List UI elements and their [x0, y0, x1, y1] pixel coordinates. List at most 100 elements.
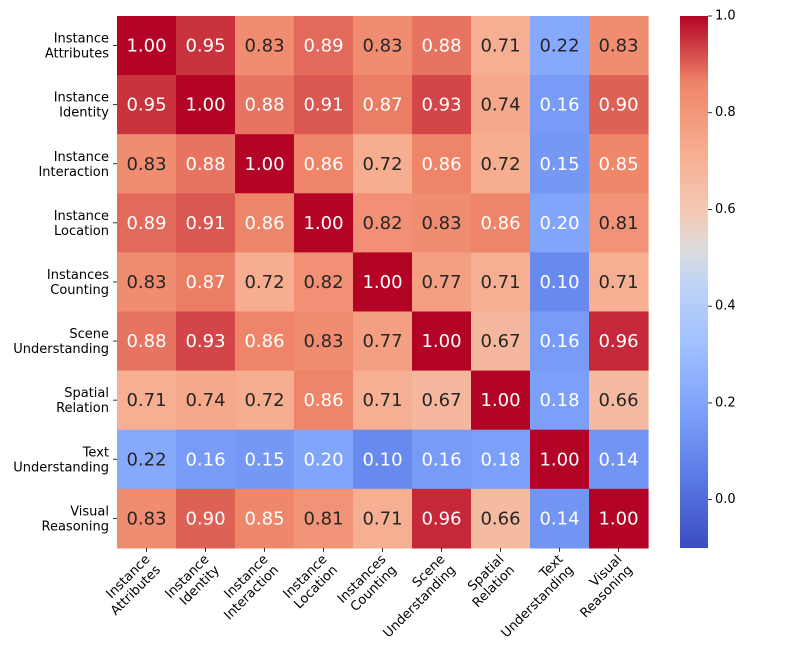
cell-value-label: 0.88 — [185, 154, 225, 175]
cell-value-label: 0.71 — [362, 508, 402, 529]
x-tick-label: VisualReasoning — [567, 552, 636, 621]
cell-value-label: 0.91 — [185, 213, 225, 234]
colorbar-tick-label: 0.0 — [715, 492, 736, 507]
heatmap-cell — [176, 252, 236, 313]
cell-value-label: 0.83 — [303, 331, 343, 352]
cell-value-label: 0.15 — [244, 449, 284, 470]
heatmap-cell — [589, 193, 649, 253]
cell-value-label: 0.18 — [480, 449, 520, 470]
y-tick-label: Instance Attributes — [45, 32, 109, 62]
cell-value-label: 0.90 — [185, 508, 225, 529]
heatmap-cell — [294, 252, 354, 313]
heatmap-cell — [471, 311, 531, 372]
heatmap-cell — [589, 429, 649, 490]
cell-value-label: 0.72 — [244, 272, 284, 293]
cell-value-label: 0.10 — [539, 272, 579, 293]
heatmap-cell — [294, 370, 354, 431]
cell-value-label: 0.74 — [185, 390, 225, 411]
cell-value-label: 0.86 — [480, 213, 520, 234]
cell-value-label: 0.77 — [362, 331, 402, 352]
heatmap-cell — [176, 429, 236, 490]
heatmap-cell — [294, 134, 354, 194]
heatmap-cell — [471, 488, 531, 549]
heatmap-cell — [471, 370, 531, 431]
heatmap-cell — [294, 429, 354, 490]
cell-value-label: 0.96 — [598, 331, 638, 352]
heatmap-cell — [235, 488, 295, 549]
cell-value-label: 1.00 — [362, 272, 402, 293]
colorbar: 0.0 0.2 0.4 0.6 0.8 1.0 — [680, 9, 736, 548]
heatmap-cell — [294, 193, 354, 253]
heatmap-cell — [117, 193, 177, 253]
cell-value-label: 0.83 — [362, 36, 402, 57]
cell-value-label: 0.74 — [480, 95, 520, 116]
x-tick-label: InstanceLocation — [281, 552, 341, 612]
cell-value-label: 0.86 — [244, 331, 284, 352]
cell-value-label: 0.95 — [126, 95, 166, 116]
heatmap-cell — [117, 370, 177, 431]
cell-value-label: 0.20 — [539, 213, 579, 234]
heatmap-cell — [176, 134, 236, 194]
heatmap-cell — [471, 75, 531, 135]
cell-value-label: 1.00 — [303, 213, 343, 234]
y-axis-labels: Instance Attributes Instance Identity Instan… — [13, 32, 117, 534]
heatmap-cell — [353, 429, 413, 490]
heatmap-cell — [176, 193, 236, 253]
heatmap-cell — [530, 311, 590, 372]
heatmap-cell — [412, 429, 472, 490]
heatmap-cell — [530, 252, 590, 313]
cell-value-label: 1.00 — [421, 331, 461, 352]
cell-value-label: 0.86 — [421, 154, 461, 175]
cell-value-label: 1.00 — [480, 390, 520, 411]
heatmap-cell — [471, 16, 531, 76]
heatmap-cell — [589, 16, 649, 76]
heatmap-cell — [294, 311, 354, 372]
cell-value-label: 0.83 — [126, 154, 166, 175]
cell-value-label: 0.82 — [303, 272, 343, 293]
heatmap-cell — [353, 193, 413, 253]
cell-value-label: 0.88 — [126, 331, 166, 352]
cell-value-label: 0.71 — [598, 272, 638, 293]
cell-value-label: 0.71 — [480, 36, 520, 57]
cell-value-label: 0.77 — [421, 272, 461, 293]
cell-value-label: 0.87 — [362, 95, 402, 116]
cell-value-label: 0.88 — [244, 95, 284, 116]
heatmap-cell — [294, 488, 354, 549]
cell-value-label: 0.16 — [421, 449, 461, 470]
x-tick-label: InstanceInteraction — [211, 552, 282, 623]
cell-value-label: 0.66 — [598, 390, 638, 411]
cell-value-label: 0.89 — [303, 36, 343, 57]
cell-value-label: 0.88 — [421, 36, 461, 57]
heatmap-cell — [471, 193, 531, 253]
cell-value-label: 0.16 — [539, 331, 579, 352]
cell-value-label: 0.95 — [185, 36, 225, 57]
heatmap-cell — [353, 75, 413, 135]
heatmap-cell — [235, 193, 295, 253]
heatmap-cell — [117, 252, 177, 313]
cell-value-label: 0.96 — [421, 508, 461, 529]
cell-value-label: 1.00 — [244, 154, 284, 175]
heatmap-cell — [117, 429, 177, 490]
colorbar-tick-label: 1.0 — [715, 9, 736, 24]
heatmap-cell — [471, 134, 531, 194]
cell-value-label: 0.93 — [421, 95, 461, 116]
colorbar-tick-label: 0.8 — [715, 105, 736, 120]
cell-value-label: 0.16 — [185, 449, 225, 470]
heatmap-cell — [294, 16, 354, 76]
heatmap-cell — [589, 370, 649, 431]
colorbar-tick-label: 0.4 — [715, 299, 736, 314]
heatmap-cell — [235, 16, 295, 76]
cell-value-label: 0.71 — [480, 272, 520, 293]
cell-value-label: 0.66 — [480, 508, 520, 529]
cell-value-label: 0.81 — [598, 213, 638, 234]
cell-value-label: 0.72 — [244, 390, 284, 411]
heatmap-cell — [176, 370, 236, 431]
cell-value-label: 0.86 — [244, 213, 284, 234]
cell-value-label: 1.00 — [185, 95, 225, 116]
heatmap-cell — [176, 16, 236, 76]
heatmap-cells: 1.00 0.95 0.83 0.89 0.83 0.88 0.71 0.22 0.83 0.95… — [117, 16, 649, 549]
cell-value-label: 0.72 — [362, 154, 402, 175]
heatmap-cell — [353, 370, 413, 431]
cell-value-label: 0.83 — [598, 36, 638, 57]
